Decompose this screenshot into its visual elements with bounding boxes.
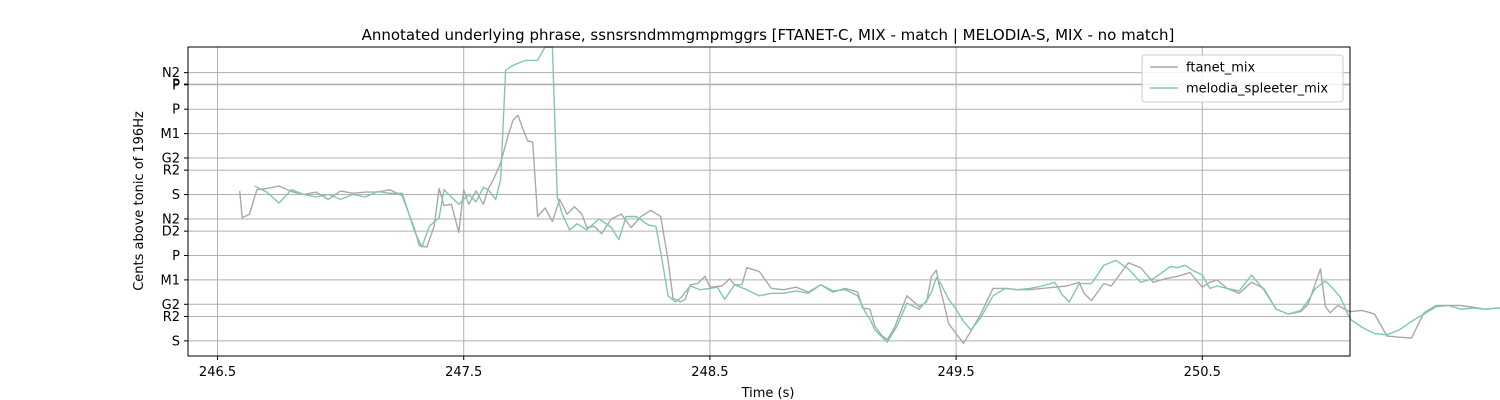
chart-title: Annotated underlying phrase, ssnsrsndmmg… [362,26,1175,44]
x-tick-label: 247.5 [445,365,482,380]
legend-label: ftanet_mix [1186,61,1256,76]
plot-frame [187,46,1351,357]
series-group [239,46,1500,344]
legend-label: melodia_spleeter_mix [1186,82,1328,97]
y-tick-label: N2 [162,66,180,81]
legend-box [1141,54,1344,103]
grid [188,47,1350,356]
y-tick-label: S [172,334,180,349]
y-tick-label: G2 [162,151,180,166]
legend: ftanet_mix melodia_spleeter_mix [1141,54,1344,103]
y-tick-label: G2 [162,298,180,313]
x-axis: 246.5 247.5 248.5 249.5 250.5 [199,356,1221,380]
y-tick-label: S [172,188,180,203]
legend-entries: ftanet_mix melodia_spleeter_mix [1150,61,1328,97]
y-tick-label: P [172,249,180,264]
series-line-melodia_spleeter_mix [254,46,1500,343]
x-tick-label: 250.5 [1184,365,1221,380]
y-tick-label: M1 [161,127,181,142]
x-tick-label: 246.5 [199,365,236,380]
y-tick-label: P [172,78,180,93]
y-tick-label: P [172,103,180,118]
y-tick-label: P [172,78,180,93]
y-tick-label: R2 [163,164,180,179]
x-tick-label: 248.5 [691,365,728,380]
x-axis-label: Time (s) [741,386,795,400]
y-tick-label: M1 [161,273,181,288]
y-tick-label: D2 [162,225,180,240]
y-tick-label: R2 [163,310,180,325]
x-tick-label: 249.5 [937,365,974,380]
y-tick-label: N2 [162,212,180,227]
y-axis-label: Cents above tonic of 196Hz [132,111,147,291]
